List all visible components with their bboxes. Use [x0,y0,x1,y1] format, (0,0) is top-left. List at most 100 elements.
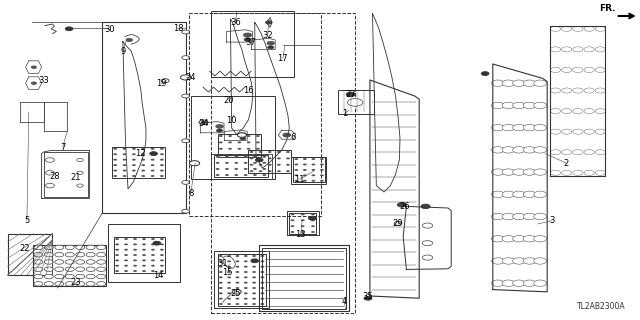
Circle shape [260,271,264,273]
Circle shape [534,147,547,153]
Circle shape [86,245,95,250]
Circle shape [180,75,191,80]
Text: 25: 25 [230,289,241,298]
Circle shape [76,267,84,271]
Circle shape [55,267,64,271]
Text: 12: 12 [136,149,146,158]
Circle shape [595,150,605,155]
Circle shape [150,153,154,155]
Circle shape [346,92,355,97]
Text: 7: 7 [60,143,65,152]
Circle shape [301,213,305,215]
Circle shape [234,162,238,164]
Circle shape [256,154,260,156]
Circle shape [76,274,84,279]
Circle shape [115,244,119,245]
Circle shape [227,266,231,268]
Circle shape [150,175,154,177]
Circle shape [123,153,127,155]
Circle shape [228,135,232,137]
Circle shape [513,236,525,242]
Circle shape [219,276,223,278]
Text: 15: 15 [223,268,233,277]
Circle shape [294,169,298,171]
Circle shape [291,225,294,227]
Circle shape [513,102,525,108]
Circle shape [252,255,256,257]
Circle shape [160,244,164,245]
Circle shape [160,260,164,261]
Circle shape [244,298,248,300]
Circle shape [77,184,83,187]
Circle shape [534,258,547,264]
Circle shape [513,280,525,286]
Circle shape [225,162,229,164]
Circle shape [252,276,256,278]
Circle shape [550,150,561,155]
Text: 4: 4 [342,297,347,306]
Circle shape [133,254,137,256]
Circle shape [219,303,223,305]
Circle shape [236,282,239,284]
Circle shape [259,164,262,166]
Circle shape [115,270,119,272]
Circle shape [595,170,605,175]
Circle shape [534,213,547,220]
Circle shape [502,80,515,86]
Circle shape [268,46,274,49]
Circle shape [422,223,433,228]
Circle shape [55,282,64,286]
Circle shape [151,260,155,261]
Circle shape [260,292,264,294]
Circle shape [234,168,238,170]
Circle shape [244,271,248,273]
Circle shape [252,266,256,268]
Circle shape [301,225,305,227]
Circle shape [550,108,561,114]
Circle shape [562,26,572,31]
Circle shape [182,94,189,98]
Circle shape [142,254,146,256]
Circle shape [31,82,36,84]
Circle shape [277,170,281,172]
Circle shape [513,147,525,153]
Circle shape [492,236,504,242]
Circle shape [113,164,117,166]
Circle shape [65,260,74,264]
Circle shape [141,159,145,161]
Circle shape [534,124,547,131]
Circle shape [236,260,239,262]
Circle shape [244,162,248,164]
Circle shape [142,244,146,245]
Circle shape [244,282,248,284]
Circle shape [311,231,315,233]
Circle shape [151,265,155,267]
Circle shape [502,191,515,197]
Circle shape [502,147,515,153]
Circle shape [260,266,264,268]
Circle shape [34,274,43,279]
Circle shape [237,141,241,143]
Circle shape [132,164,136,166]
Circle shape [219,282,223,284]
Circle shape [151,244,155,245]
Circle shape [236,276,239,278]
Circle shape [573,47,583,52]
Circle shape [550,88,561,93]
Circle shape [301,219,305,221]
Circle shape [219,148,223,150]
Circle shape [227,292,231,294]
Circle shape [132,159,136,161]
Text: 19: 19 [156,79,166,88]
Circle shape [227,271,231,273]
Circle shape [160,270,164,272]
Text: 34: 34 [198,119,209,128]
Circle shape [123,170,127,172]
Circle shape [286,151,290,153]
Circle shape [260,282,264,284]
Text: TL2AB2300A: TL2AB2300A [577,302,626,311]
Circle shape [234,174,238,176]
Circle shape [244,156,248,158]
Circle shape [320,169,324,171]
Circle shape [65,252,74,257]
